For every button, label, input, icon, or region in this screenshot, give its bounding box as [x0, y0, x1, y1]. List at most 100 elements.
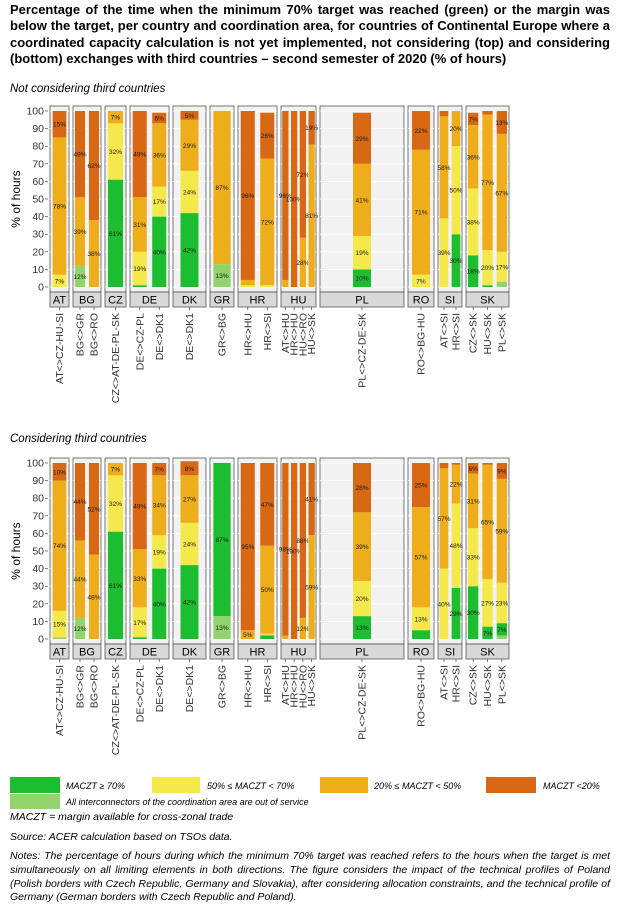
- legend-swatch-green: [10, 777, 60, 793]
- top-data-label: 30%: [449, 258, 462, 265]
- top-x-tick-label: AT<>CZ-HU-SI: [54, 313, 66, 384]
- top-group-label-sk: SK: [480, 295, 495, 307]
- bottom-data-label: 41%: [305, 497, 318, 504]
- bottom-bar-bg-gr-dark-orange: [74, 463, 86, 541]
- bottom-data-label: 34%: [153, 503, 166, 510]
- chart-bottom: % of hours 0 10 20 30 40 50 60 70 80 90 100 AT 15% 74%…: [9, 458, 510, 755]
- bottom-group-label-dk: DK: [182, 647, 198, 659]
- bottom-group-label-hu: HU: [291, 647, 307, 659]
- bottom-data-label: 100%: [286, 549, 303, 556]
- top-bar-de-cz-pl-yellow: [132, 251, 147, 286]
- bottom-x-tick-label: HR<>SI: [451, 665, 463, 702]
- bottom-data-label: 31%: [467, 498, 480, 505]
- bottom-data-label: 7%: [483, 630, 493, 637]
- bottom-bar-de-cz-pl-orange: [132, 549, 147, 608]
- bottom-data-label: 50%: [261, 587, 274, 594]
- top-x-tick-label: DE<>CZ-PL: [134, 313, 146, 370]
- bottom-data-label: 23%: [495, 600, 508, 607]
- subtitle-top: Not considering third countries: [10, 83, 166, 95]
- bottom-bar-hu-sk-green: [482, 626, 493, 639]
- top-data-label: 31%: [133, 222, 146, 229]
- bottom-bar-hu-sk-dark-orange: [482, 463, 493, 465]
- bottom-y-tick-label: 0: [38, 634, 44, 646]
- top-bar-hr-si-dark-orange: [260, 112, 275, 159]
- bottom-bar-pl-sk-yellow: [496, 582, 507, 624]
- top-bar-at-cz-hu-si-orange: [52, 137, 67, 275]
- top-data-label: 62%: [87, 163, 100, 170]
- bottom-x-tick-label: BG<>RO: [89, 665, 101, 708]
- top-group-label-dk: DK: [182, 295, 198, 307]
- bottom-data-label: 22%: [449, 482, 462, 489]
- top-bar-de-cz-pl-orange: [132, 197, 147, 252]
- top-y-tick-label: 60: [32, 176, 44, 188]
- bottom-bar-pl-sk-green: [496, 623, 507, 636]
- top-data-label: 17%: [153, 199, 166, 206]
- bottom-data-label: 29%: [449, 611, 462, 618]
- top-data-label: 32%: [109, 149, 122, 156]
- top-data-label: 58%: [437, 165, 450, 172]
- bottom-bar-hr-si-orange: [260, 545, 275, 634]
- bottom-x-tick-label: HU<>RO: [297, 665, 309, 708]
- bottom-group-label-de: DE: [142, 647, 157, 659]
- top-data-label: 19%: [133, 266, 146, 273]
- legend-label-dark-orange: MACZT <20%: [543, 781, 600, 791]
- top-strip-hu: [280, 291, 317, 308]
- top-data-label: 7%: [416, 278, 426, 285]
- bottom-bar-cz-at-de-pl-sk-yellow: [107, 475, 124, 532]
- top-y-tick-label: 20: [32, 246, 44, 258]
- bottom-bar-at-cz-hu-si-dark-orange: [52, 463, 67, 481]
- top-x-tick-label: DE<>DK1: [154, 313, 166, 360]
- top-bar-at-hu-dark-orange: [282, 111, 289, 280]
- bottom-data-label: 27%: [481, 600, 494, 607]
- top-data-label: 36%: [153, 153, 166, 160]
- bottom-bar-bg-ro-dark-orange: [88, 463, 100, 555]
- top-data-label: 40%: [153, 249, 166, 256]
- top-data-label: 20%: [481, 265, 494, 272]
- top-bar-hu-sk-dark-orange: [482, 111, 493, 115]
- bottom-data-label: 15%: [53, 622, 66, 629]
- bottom-bar-de-cz-pl-green: [132, 637, 147, 639]
- bottom-strip-si: [437, 643, 463, 660]
- bottom-data-label: 40%: [437, 601, 450, 608]
- bottom-y-tick-label: 40: [32, 563, 44, 575]
- top-data-label: 39%: [73, 229, 86, 236]
- top-group-label-de: DE: [142, 295, 157, 307]
- top-data-label: 50%: [449, 188, 462, 195]
- top-bar-de-dk1-green: [152, 216, 167, 287]
- bottom-data-label: 7%: [155, 467, 165, 474]
- bottom-x-tick-label: HR<>SI: [262, 665, 274, 702]
- bottom-y-tick-label: 20: [32, 598, 44, 610]
- top-data-label: 100%: [286, 197, 303, 204]
- bottom-x-tick-label: PL<>CZ-DE-SK: [357, 665, 369, 740]
- top-data-label: 96%: [279, 193, 292, 200]
- top-y-tick-label: 0: [38, 282, 44, 294]
- bottom-data-label: 42%: [183, 600, 196, 607]
- bottom-y-tick-label: 70: [32, 510, 44, 522]
- legend-swatch-orange: [320, 777, 368, 793]
- top-bar-cz-at-de-pl-sk-orange: [107, 111, 124, 124]
- legend-label-green: MACZT ≥ 70%: [66, 781, 125, 791]
- bottom-strip-bg: [72, 643, 102, 660]
- top-bar-bg-ro-dark-orange: [88, 111, 100, 221]
- bottom-x-tick-label: HR<>HU: [289, 665, 301, 708]
- top-data-label: 71%: [414, 210, 427, 217]
- top-data-label: 18%: [467, 269, 480, 276]
- top-bar-bg-ro-orange: [88, 220, 100, 287]
- top-bar-pl-cz-de-sk-green: [353, 269, 371, 287]
- top-bar-ro-bg-hu-dark-orange: [412, 111, 430, 150]
- top-data-label: 12%: [73, 274, 86, 281]
- bottom-bar-pl-sk-orange: [496, 478, 507, 583]
- top-y-tick-label: 40: [32, 211, 44, 223]
- top-data-label: 39%: [437, 250, 450, 257]
- top-bar-hr-si-green: [451, 234, 461, 287]
- bottom-y-tick-label: 80: [32, 493, 44, 505]
- top-bar-pl-cz-de-sk-yellow: [353, 235, 371, 270]
- bottom-data-label: 40%: [153, 601, 166, 608]
- top-group-label-pl: PL: [355, 295, 368, 307]
- top-bar-de-dk1-dark-orange: [152, 112, 167, 124]
- bottom-strip-hu: [280, 643, 317, 660]
- bottom-bar-de-dk1-green: [180, 565, 199, 639]
- bottom-bar-hr-si-green: [260, 635, 275, 639]
- top-x-tick-label: BG<>RO: [89, 313, 101, 356]
- top-bar-ro-bg-hu-orange: [412, 149, 430, 275]
